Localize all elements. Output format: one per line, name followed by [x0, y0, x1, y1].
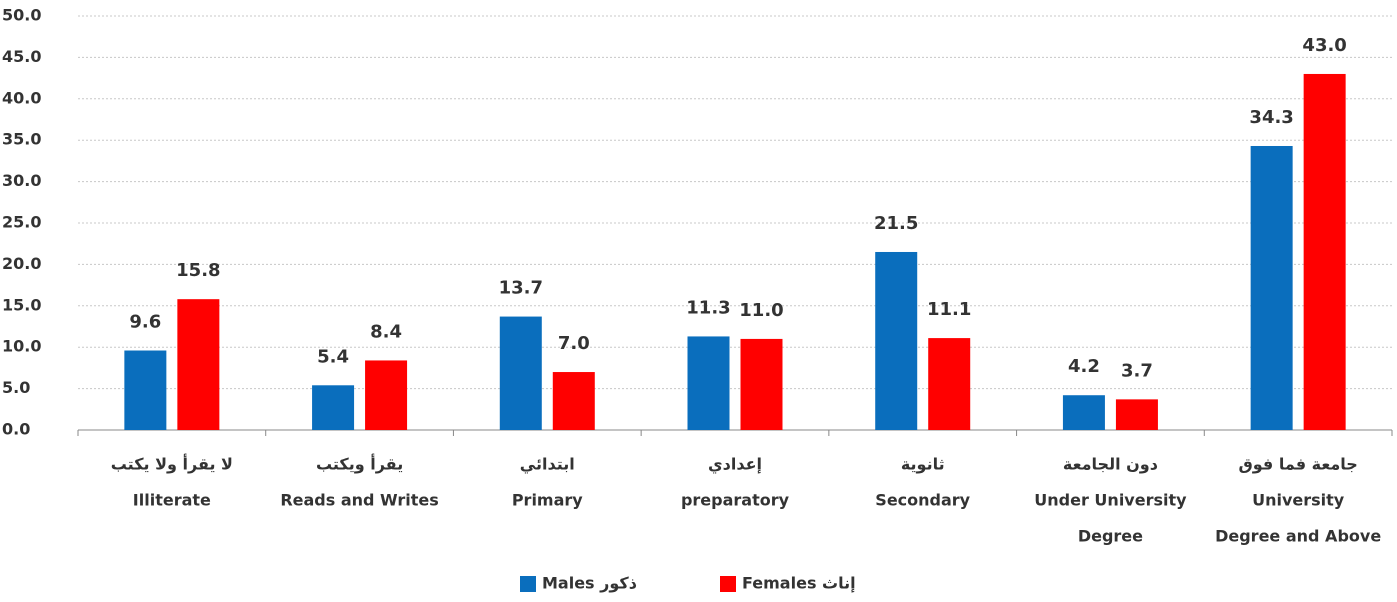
x-tick-label: لا يقرأ ولا يكتب: [111, 454, 233, 474]
y-tick-label: 10.0: [2, 337, 41, 356]
y-tick-label: 15.0: [2, 295, 41, 314]
value-label: 43.0: [1302, 35, 1346, 56]
x-tick-label: يقرأ ويكتب: [316, 454, 403, 474]
x-tick-label: Primary: [512, 491, 583, 510]
y-tick-label: 20.0: [2, 254, 41, 273]
bar: [1062, 395, 1105, 430]
y-tick-label: 0.0: [2, 420, 30, 439]
bar: [312, 385, 355, 430]
value-label: 11.3: [686, 297, 730, 318]
bar: [740, 338, 783, 430]
legend-swatch: [520, 576, 536, 592]
bar: [1250, 145, 1293, 430]
value-label: 7.0: [558, 333, 590, 354]
value-label: 4.2: [1068, 356, 1100, 377]
x-tick-label: Secondary: [875, 491, 970, 510]
legend-swatch: [720, 576, 736, 592]
bar: [928, 338, 971, 430]
y-tick-label: 35.0: [2, 130, 41, 149]
value-label: 15.8: [176, 260, 220, 281]
value-label: 5.4: [317, 346, 349, 367]
bar: [552, 372, 595, 430]
y-tick-label: 40.0: [2, 88, 41, 107]
value-label: 9.6: [129, 312, 161, 333]
y-tick-label: 30.0: [2, 171, 41, 190]
value-label: 3.7: [1121, 360, 1153, 381]
bar: [124, 350, 167, 430]
bar: [365, 360, 408, 430]
x-tick-label: preparatory: [681, 491, 790, 510]
bar: [687, 336, 730, 430]
x-tick-label: Reads and Writes: [280, 491, 439, 510]
x-tick-label: University: [1252, 491, 1345, 510]
x-tick-label: ثانوية: [901, 455, 945, 474]
legend-label: Females إناث: [742, 574, 856, 593]
y-tick-label: 25.0: [2, 213, 41, 232]
bar: [875, 251, 918, 430]
value-label: 21.5: [874, 213, 918, 234]
value-label: 11.0: [739, 300, 783, 321]
bar: [1115, 399, 1158, 430]
legend-label: Males ذكور: [542, 574, 637, 593]
value-label: 11.1: [927, 299, 971, 320]
x-tick-label: إعدادي: [708, 455, 762, 475]
x-tick-label: Degree and Above: [1215, 527, 1381, 546]
x-tick-label: Under University: [1034, 491, 1187, 510]
x-tick-label: Illiterate: [133, 491, 211, 510]
value-label: 34.3: [1249, 107, 1293, 128]
bar: [177, 299, 220, 430]
value-label: 8.4: [370, 321, 402, 342]
x-tick-label: جامعة فما فوق: [1238, 455, 1357, 474]
y-tick-label: 45.0: [2, 47, 41, 66]
x-tick-label: دون الجامعة: [1063, 455, 1158, 474]
y-tick-label: 50.0: [2, 6, 41, 25]
x-tick-label: Degree: [1078, 527, 1143, 546]
bar: [499, 316, 542, 430]
bar: [1303, 73, 1346, 431]
x-tick-label: ابتدائي: [520, 455, 575, 475]
y-tick-label: 5.0: [2, 378, 30, 397]
value-label: 13.7: [499, 278, 543, 299]
